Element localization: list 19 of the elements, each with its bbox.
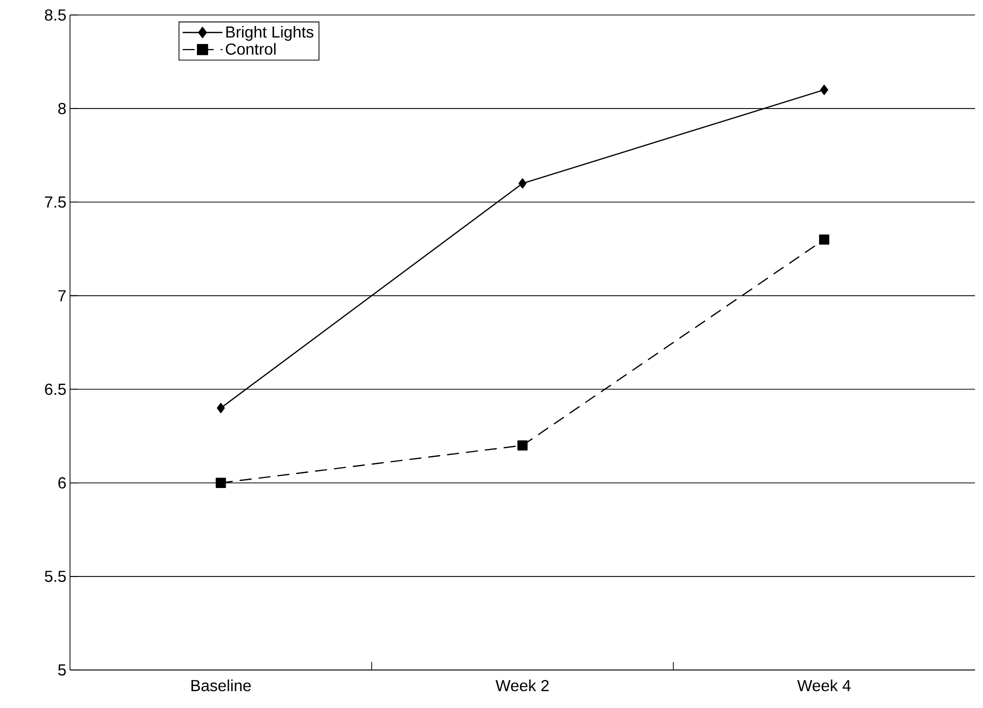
legend-label: Control (226, 43, 276, 55)
y-tick-label: 6 (58, 477, 66, 489)
x-tick-label: Week 2 (496, 680, 549, 692)
legend-label: Bright Lights (226, 26, 314, 41)
y-tick-label: 8.5 (44, 9, 66, 21)
point (820, 84, 828, 95)
point (216, 478, 226, 488)
x-tick-label: Baseline (191, 680, 251, 692)
y-tick-label: 6.5 (45, 384, 66, 395)
point (819, 234, 830, 245)
x-tick-label: Week 4 (797, 680, 851, 692)
y-tick-label: 7 (58, 290, 66, 302)
y-tick-label: 5.5 (44, 570, 66, 582)
point (517, 440, 528, 451)
point (518, 178, 526, 189)
y-tick-label: 8 (58, 102, 66, 114)
point (216, 402, 225, 414)
y-tick-label: 5 (58, 664, 66, 676)
y-tick-label: 7.5 (45, 196, 66, 208)
